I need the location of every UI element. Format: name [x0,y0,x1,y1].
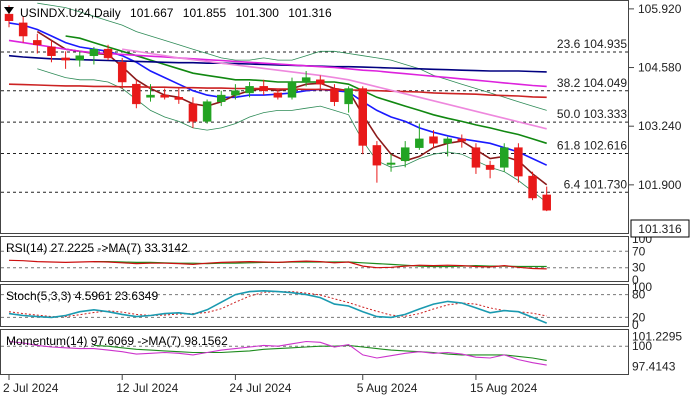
candle-body [443,138,452,144]
symbol-dropdown-icon[interactable] [4,7,14,14]
date-label: 5 Aug 2024 [357,381,418,395]
candle-body [259,86,268,91]
date-label: 2 Jul 2024 [3,381,59,395]
candle-body [429,136,438,144]
fib-level-label: 38.2 104.049 [557,76,627,90]
momentum-ma-line [93,344,547,361]
rsi-tick-label: 30 [632,261,646,275]
candle-body [542,194,551,211]
last-price-label: 101.316 [638,222,682,236]
candle-body [188,103,198,122]
candle-body [330,88,339,102]
stoch-panel-frame [0,284,629,327]
price-panel-frame [0,0,629,234]
header-open: 101.667 [130,6,174,20]
candle-body [174,97,184,100]
candle-body [316,79,325,85]
candle-body [245,86,254,94]
stoch-k-line [8,289,547,324]
price-tick-label: 104.580 [638,61,682,75]
candle-body [146,94,155,98]
rsi-tick-label: 0 [632,273,639,287]
fib-level-label: 6.4 101.730 [564,177,628,191]
candle-body [415,138,424,148]
candle-body [117,62,127,83]
candle-body [528,175,537,199]
stoch-tick-label: 80 [632,288,646,302]
rsi-line [8,259,547,270]
stoch-tick-label: 100 [632,280,652,294]
fib-level-label: 61.8 102.616 [557,139,627,153]
candle-body [372,145,382,166]
candle-body [471,147,481,168]
momentum-tick-label: 100 [632,339,652,353]
price-tick-label: 101.900 [638,178,682,192]
candle-body [287,81,297,98]
date-label: 24 Jul 2024 [229,381,291,395]
momentum-label: Momentum(14) 97.6069 ->MA(7) 98.1562 [6,334,228,348]
candle-body [485,164,495,170]
date-label: 15 Aug 2024 [470,381,538,395]
price-tick-label: 103.240 [638,119,682,133]
candle-body [132,83,141,105]
bollinger-upper-line [37,2,547,111]
price-tick-label: 105.920 [638,2,682,16]
candles-layer [4,5,551,212]
candle-body [344,88,353,105]
header-high: 101.855 [183,6,227,20]
candle-body [400,147,410,162]
moving-average-line [122,48,547,130]
candle-body [386,162,396,165]
candle-body [103,48,113,59]
candle-body [89,48,99,56]
indicators-layer [8,259,547,366]
candle-body [4,13,14,21]
last-price-box [630,219,690,238]
stoch-tick-label: 0 [632,318,639,332]
candle-body [457,138,467,142]
candle-body [358,88,367,146]
candle-body [301,77,311,83]
candle-body [202,101,212,122]
candle-body [231,90,240,96]
candle-body [75,55,84,61]
fib-level-label: 50.0 103.333 [557,107,627,121]
date-label: 12 Jul 2024 [116,381,178,395]
candle-body [61,57,70,61]
chart-header: USINDX.U24,Daily 101.667 101.855 101.300… [20,6,332,20]
candle-body [18,22,28,37]
candle-body [514,147,523,177]
momentum-panel-frame [0,329,629,375]
moving-average-line [8,39,547,88]
rsi-label: RSI(14) 27.2225 ->MA(7) 33.3142 [6,241,188,255]
momentum-line [8,340,547,366]
fib-level-label: 23.6 104.935 [557,37,627,51]
candle-body [160,94,169,98]
moving-average-line [8,54,547,73]
momentum-tick-label: 101.2295 [632,329,682,343]
rsi-tick-label: 70 [632,244,646,258]
candle-body [500,147,509,168]
candle-body [217,94,226,102]
header-low: 101.300 [236,6,280,20]
momentum-tick-label: 97.4143 [632,360,676,374]
axes-layer: 105.920 104.580 103.240 101.900 2 Jul 2024 12… [3,2,682,395]
candle-body [33,40,42,46]
stoch-tick-label: 20 [632,310,646,324]
candle-body [273,92,283,98]
header-symbol: USINDX.U24,Daily [20,6,121,20]
header-close: 101.316 [288,6,332,20]
rsi-panel-frame [0,236,629,282]
stoch-label: Stoch(5,3,3) 4.5961 23.6349 [6,289,158,303]
candle-body [47,46,56,56]
